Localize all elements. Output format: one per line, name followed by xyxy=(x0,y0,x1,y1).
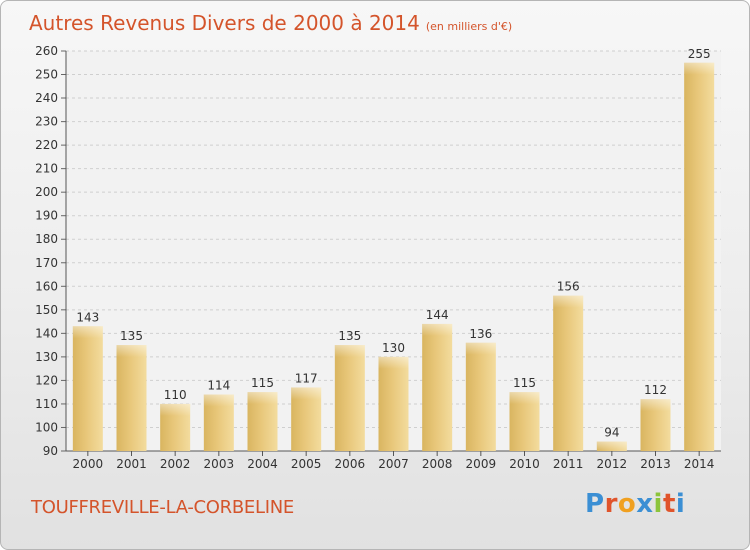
data-label: 115 xyxy=(251,376,274,390)
y-tick-label: 120 xyxy=(35,373,58,387)
x-tick-label: 2003 xyxy=(204,457,235,471)
bar xyxy=(334,345,365,451)
x-tick-label: 2012 xyxy=(597,457,628,471)
bar xyxy=(684,62,715,451)
x-tick-label: 2008 xyxy=(422,457,453,471)
data-label: 110 xyxy=(164,388,187,402)
bar xyxy=(553,295,584,451)
x-tick-label: 2001 xyxy=(116,457,147,471)
y-tick-label: 130 xyxy=(35,350,58,364)
x-tick-label: 2006 xyxy=(335,457,366,471)
y-tick-label: 240 xyxy=(35,91,58,105)
bar-highlight xyxy=(378,356,409,369)
data-label: 114 xyxy=(207,379,230,393)
logo-letter: r xyxy=(604,489,618,519)
bar-highlight xyxy=(422,323,453,336)
data-label: 135 xyxy=(338,329,361,343)
y-tick-label: 230 xyxy=(35,115,58,129)
y-tick-label: 150 xyxy=(35,303,58,317)
bar xyxy=(422,323,453,451)
bar-highlight xyxy=(291,387,322,400)
bar-highlight xyxy=(640,399,671,412)
y-tick-label: 220 xyxy=(35,138,58,152)
x-tick-label: 2005 xyxy=(291,457,322,471)
data-label: 117 xyxy=(295,371,318,385)
logo-letter: i xyxy=(653,489,663,519)
data-label: 156 xyxy=(557,280,580,294)
y-tick-label: 250 xyxy=(35,68,58,82)
y-tick-label: 190 xyxy=(35,209,58,223)
chart-title-text: Autres Revenus Divers de 2000 à 2014 xyxy=(29,11,420,35)
bar-highlight xyxy=(465,342,496,355)
data-label: 115 xyxy=(513,376,536,390)
logo-letter: x xyxy=(636,489,654,519)
y-tick-label: 260 xyxy=(35,44,58,58)
y-tick-label: 160 xyxy=(35,279,58,293)
y-tick-label: 170 xyxy=(35,256,58,270)
x-tick-label: 2007 xyxy=(378,457,409,471)
bar xyxy=(465,342,496,451)
x-tick-label: 2000 xyxy=(73,457,104,471)
x-tick-label: 2002 xyxy=(160,457,191,471)
y-tick-label: 180 xyxy=(35,232,58,246)
data-label: 112 xyxy=(644,383,667,397)
y-tick-label: 140 xyxy=(35,326,58,340)
data-label: 255 xyxy=(688,47,711,61)
data-label: 144 xyxy=(426,308,449,322)
bar-highlight xyxy=(334,345,365,358)
bar-highlight xyxy=(116,345,147,358)
x-tick-label: 2014 xyxy=(684,457,715,471)
data-label: 135 xyxy=(120,329,143,343)
logo-letter: o xyxy=(617,489,637,519)
logo-letter: P xyxy=(585,489,605,519)
logo-letter: i xyxy=(675,489,686,519)
x-tick-label: 2010 xyxy=(509,457,540,471)
y-tick-label: 110 xyxy=(35,397,58,411)
proxiti-logo: Proxiti xyxy=(585,489,685,519)
bar-highlight xyxy=(553,295,584,308)
y-tick-label: 90 xyxy=(43,444,58,458)
chart-title: Autres Revenus Divers de 2000 à 2014 (en … xyxy=(29,11,512,35)
y-tick-label: 100 xyxy=(35,420,58,434)
chart-unit-note: (en milliers d'€) xyxy=(425,20,513,33)
bar xyxy=(72,326,103,451)
bar-highlight xyxy=(509,392,540,405)
data-label: 136 xyxy=(469,327,492,341)
bar-highlight xyxy=(684,62,715,75)
city-name: TOUFFREVILLE-LA-CORBELINE xyxy=(31,497,294,518)
x-tick-label: 2011 xyxy=(553,457,584,471)
x-tick-label: 2009 xyxy=(466,457,497,471)
bar-highlight xyxy=(160,403,191,416)
y-tick-label: 210 xyxy=(35,162,58,176)
bar-highlight xyxy=(596,441,627,451)
bar xyxy=(378,356,409,451)
x-tick-label: 2013 xyxy=(640,457,671,471)
bar-highlight xyxy=(247,392,278,405)
bar xyxy=(116,345,147,451)
logo-letter: t xyxy=(662,489,676,519)
bar-highlight xyxy=(72,326,103,339)
x-tick-label: 2004 xyxy=(247,457,278,471)
data-label: 94 xyxy=(604,426,619,440)
data-label: 130 xyxy=(382,341,405,355)
y-tick-label: 200 xyxy=(35,185,58,199)
bar-highlight xyxy=(203,394,234,407)
data-label: 143 xyxy=(76,310,99,324)
